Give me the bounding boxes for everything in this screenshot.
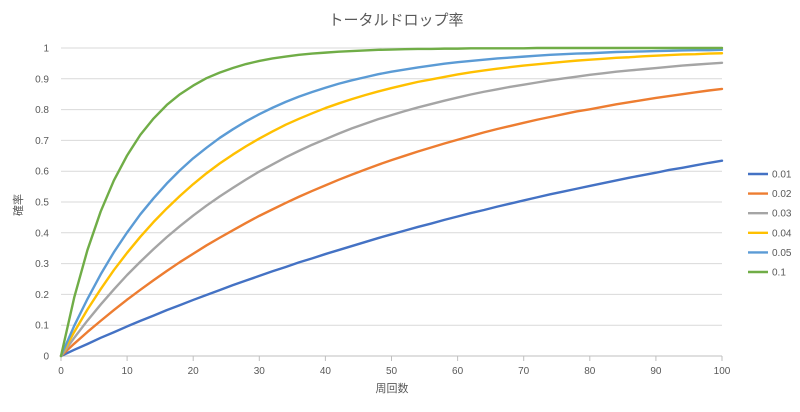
x-tick-label: 10 [122, 366, 134, 377]
series-line-0.1 [59, 46, 724, 358]
x-tick-label: 70 [518, 366, 530, 377]
x-tick-label: 40 [320, 366, 332, 377]
y-tick-labels: 0 0.1 0.2 0.3 0.4 0.5 0.6 0.7 0.8 0.9 1 [35, 44, 49, 363]
legend-label: 0.1 [772, 268, 786, 279]
x-tick-label: 90 [650, 366, 662, 377]
legend-label: 0.04 [772, 228, 792, 239]
series-line-0.01 [59, 159, 724, 358]
chart-title: トータルドロップ率 [328, 11, 463, 29]
x-tick-label: 80 [584, 366, 596, 377]
x-tick-label: 0 [58, 366, 64, 377]
x-tick-label: 30 [254, 366, 266, 377]
axes [60, 355, 723, 361]
series-line-0.04 [59, 52, 724, 358]
y-tick-label: 0.5 [35, 198, 49, 209]
legend-label: 0.02 [772, 189, 792, 200]
y-tick-label: 0.8 [35, 105, 49, 116]
series-lines [59, 46, 724, 358]
y-tick-label: 0.2 [35, 290, 49, 301]
x-tick-label: 20 [188, 366, 200, 377]
series-line-0.03 [59, 61, 724, 358]
y-tick-label: 1 [43, 44, 49, 55]
x-axis-label: 周回数 [376, 382, 409, 395]
y-tick-label: 0.7 [35, 136, 49, 147]
y-tick-label: 0 [43, 352, 49, 363]
y-axis-label: 確率 [11, 194, 25, 216]
y-tick-label: 0.9 [35, 74, 49, 85]
y-tick-label: 0.1 [35, 321, 49, 332]
y-tick-label: 0.6 [35, 167, 49, 178]
legend-label: 0.01 [772, 170, 792, 181]
x-tick-label: 60 [452, 366, 464, 377]
x-tick-label: 50 [386, 366, 398, 377]
legend-label: 0.03 [772, 209, 792, 220]
x-tick-labels: 0 10 20 30 40 50 60 70 80 90 100 [58, 366, 731, 377]
series-line-0.02 [59, 87, 724, 358]
legend: 0.01 0.02 0.03 0.04 0.05 0.1 [748, 170, 792, 279]
legend-label: 0.05 [772, 248, 792, 259]
series-line-0.05 [59, 48, 724, 358]
y-tick-label: 0.3 [35, 259, 49, 270]
gridlines [61, 47, 722, 357]
y-tick-label: 0.4 [35, 228, 49, 239]
x-tick-label: 100 [714, 366, 731, 377]
